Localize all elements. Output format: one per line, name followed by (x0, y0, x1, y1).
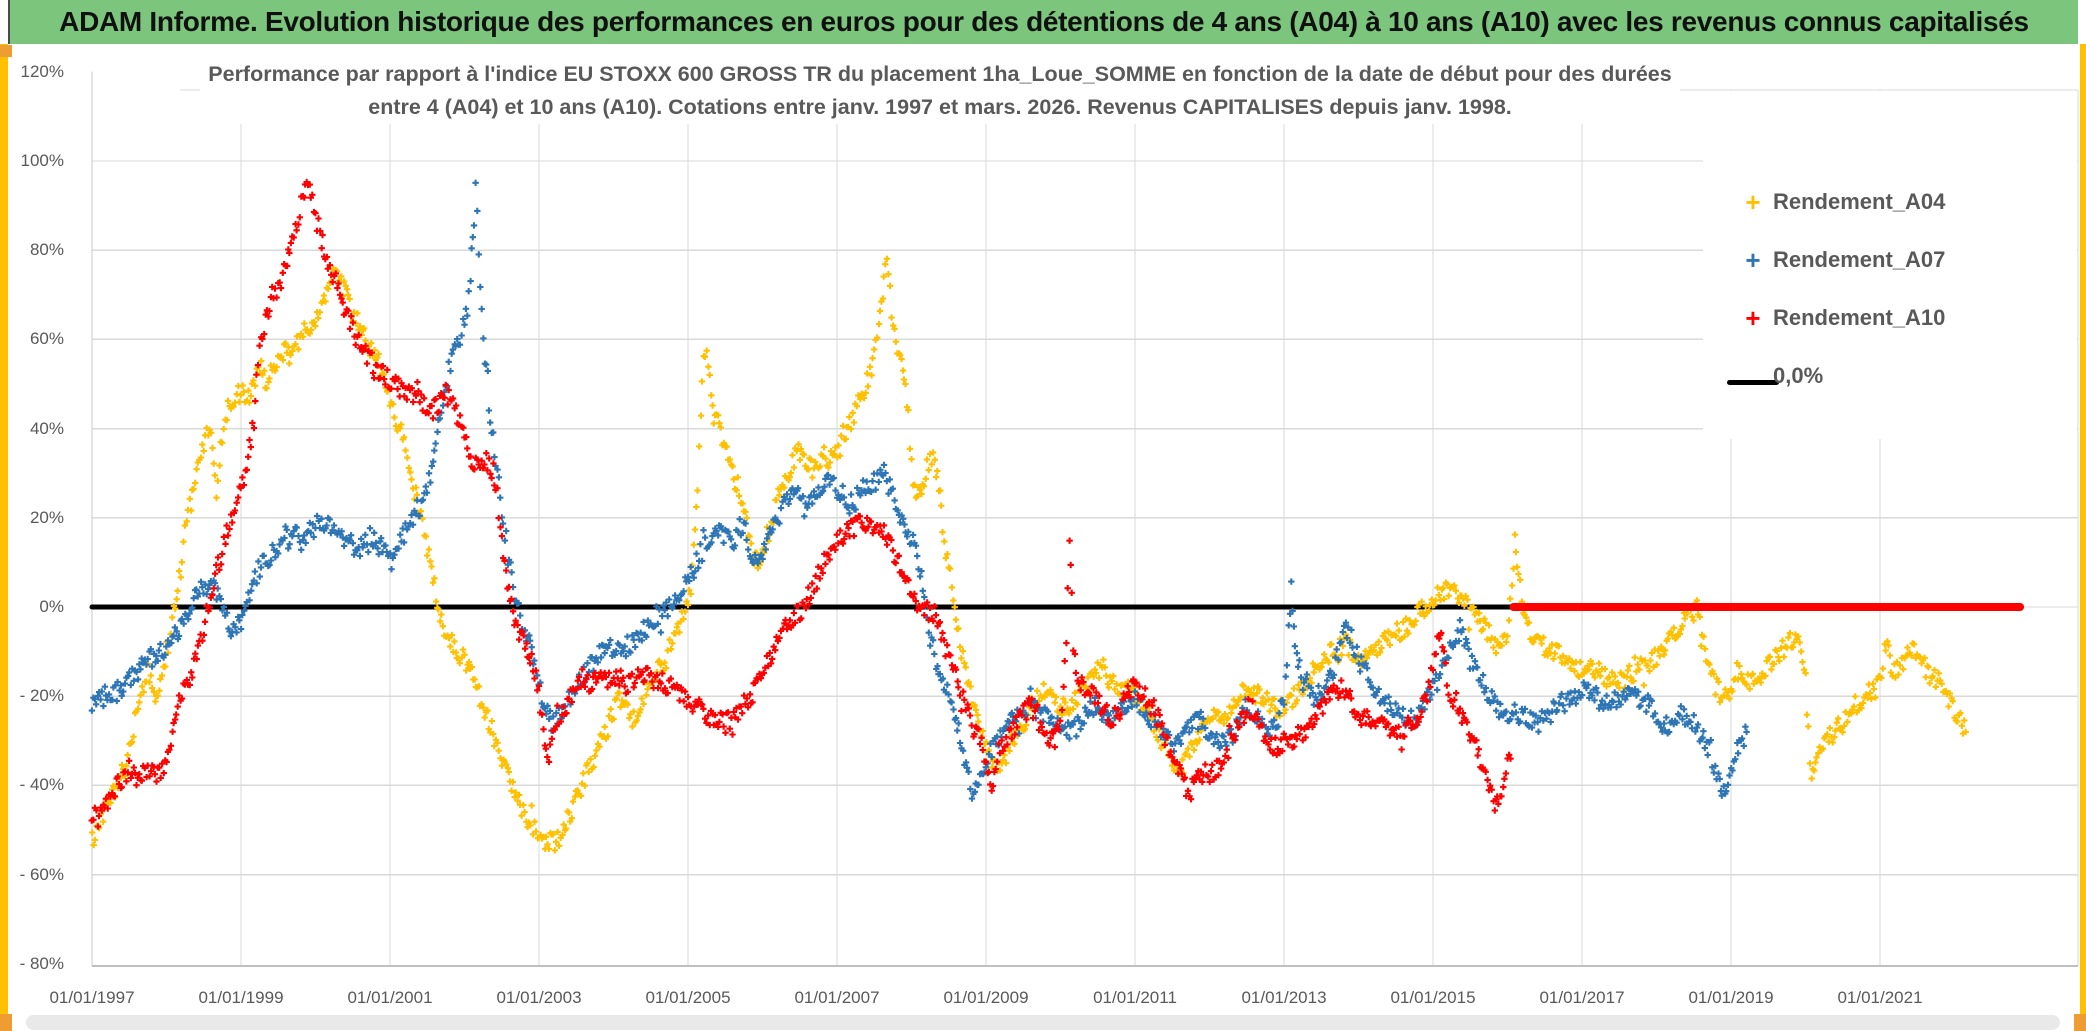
x-tick-label: 01/01/1999 (198, 988, 284, 1007)
y-tick-label: 40% (29, 418, 64, 438)
legend-item-rendement-a10[interactable]: + Rendement_A10 (1733, 304, 1945, 332)
chart-title-line2: entre 4 (A04) et 10 ans (A10). Cotations… (368, 95, 1512, 119)
x-tick-label: 01/01/2021 (1837, 988, 1923, 1007)
y-tick-label: - 80% (19, 953, 64, 973)
header-title: ADAM Informe. Evolution historique des p… (59, 6, 2029, 37)
bottom-scrollbar[interactable] (26, 1015, 2060, 1030)
y-tick-label: - 20% (19, 686, 64, 706)
y-tick-label: 80% (29, 240, 64, 260)
legend-label: Rendement_A04 (1773, 189, 1946, 214)
x-tick-label: 01/01/1997 (49, 988, 135, 1007)
y-tick-label: 0% (39, 597, 64, 616)
y-tick-label: - 60% (19, 864, 64, 884)
x-tick-label: 01/01/2013 (1241, 988, 1327, 1007)
plus-marker-icon: + (1745, 303, 1761, 333)
top-left-corner-accent (0, 45, 12, 57)
bottom-right-corner-accent (2074, 1014, 2086, 1031)
left-border-strip (0, 44, 8, 1031)
y-tick-label: 20% (29, 507, 64, 527)
x-tick-label: 01/01/2003 (496, 988, 582, 1007)
y-tick-label: 120% (20, 61, 64, 81)
right-border-strip (2080, 44, 2086, 1031)
x-tick-label: 01/01/2015 (1390, 988, 1476, 1007)
legend-item-zero-line[interactable]: 0,0% (1727, 362, 1945, 390)
legend-label: Rendement_A07 (1773, 247, 1946, 272)
x-tick-label: 01/01/2009 (943, 988, 1029, 1007)
legend-item-rendement-a07[interactable]: + Rendement_A07 (1733, 246, 1945, 274)
legend-item-rendement-a04[interactable]: + Rendement_A04 (1733, 188, 1945, 216)
series-markers-rendement_a07[interactable] (88, 179, 1750, 802)
zero-line-swatch (1727, 380, 1779, 385)
chart-title-line1: Performance par rapport à l'indice EU ST… (208, 62, 1672, 86)
x-tick-label: 01/01/2011 (1093, 988, 1177, 1007)
x-tick-label: 01/01/2019 (1688, 988, 1774, 1007)
y-tick-label: 100% (20, 150, 64, 170)
header-bar: ADAM Informe. Evolution historique des p… (8, 0, 2078, 44)
plus-marker-icon: + (1745, 187, 1761, 217)
series-markers-rendement_a10[interactable] (88, 178, 1514, 830)
x-tick-label: 01/01/2001 (347, 988, 433, 1007)
bottom-left-corner-accent (0, 1014, 12, 1031)
y-tick-label: - 40% (19, 775, 64, 795)
x-tick-label: 01/01/2017 (1539, 988, 1625, 1007)
x-tick-label: 01/01/2005 (645, 988, 731, 1007)
legend-label: 0,0% (1773, 363, 1824, 388)
plus-marker-icon: + (1745, 245, 1761, 275)
legend: + Rendement_A04 + Rendement_A07 + Rendem… (1727, 188, 1945, 390)
legend-label: Rendement_A10 (1773, 305, 1946, 330)
y-tick-label: 60% (29, 329, 64, 349)
series-markers-rendement_a04[interactable] (89, 255, 1969, 854)
x-tick-label: 01/01/2007 (794, 988, 880, 1007)
chart-title: Performance par rapport à l'indice EU ST… (200, 58, 1680, 124)
